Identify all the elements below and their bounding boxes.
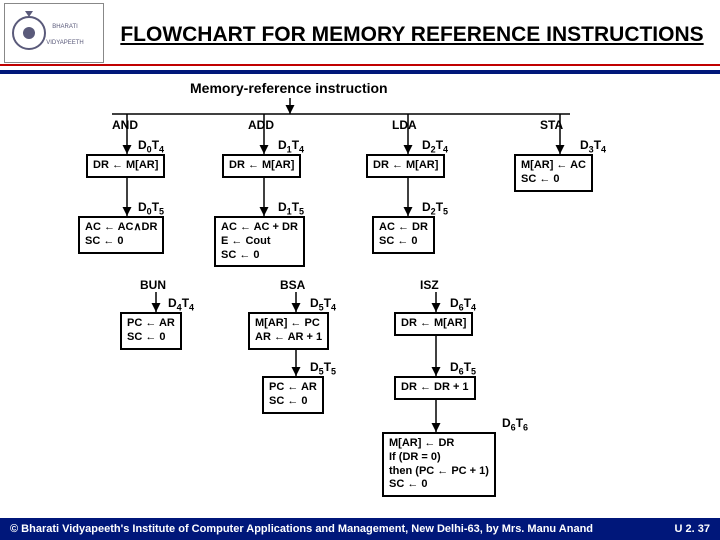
- box-bsa-1: M[AR] ← PCAR ← AR + 1: [248, 312, 329, 350]
- svg-text:BHARATI: BHARATI: [52, 24, 78, 30]
- box-isz-3: M[AR] ← DRIf (DR = 0)then (PC ← PC + 1)S…: [382, 432, 496, 497]
- label-and: AND: [112, 118, 138, 132]
- page-title: FLOWCHART FOR MEMORY REFERENCE INSTRUCTI…: [104, 17, 720, 48]
- sig-d5t5: D5T5: [310, 360, 336, 376]
- sig-d1t4: D1T4: [278, 138, 304, 154]
- box-bun: PC ← ARSC ← 0: [120, 312, 182, 350]
- label-bsa: BSA: [280, 278, 305, 292]
- box-isz-1: DR ← M[AR]: [394, 312, 473, 336]
- box-bsa-2: PC ← ARSC ← 0: [262, 376, 324, 414]
- red-divider: [0, 64, 720, 66]
- sig-d0t5: D0T5: [138, 200, 164, 216]
- sig-d2t5: D2T5: [422, 200, 448, 216]
- footer-right: U 2. 37: [675, 523, 710, 535]
- sig-d6t6: D6T6: [502, 416, 528, 432]
- box-and-2: AC ← AC∧DRSC ← 0: [78, 216, 164, 254]
- label-lda: LDA: [392, 118, 417, 132]
- sig-d0t4: D0T4: [138, 138, 164, 154]
- sig-d1t5: D1T5: [278, 200, 304, 216]
- label-bun: BUN: [140, 278, 166, 292]
- label-sta: STA: [540, 118, 563, 132]
- label-isz: ISZ: [420, 278, 439, 292]
- sig-d5t4: D5T4: [310, 296, 336, 312]
- sig-d6t4: D6T4: [450, 296, 476, 312]
- header: BHARATI VIDYAPEETH FLOWCHART FOR MEMORY R…: [0, 0, 720, 74]
- footer: © Bharati Vidyapeeth's Institute of Comp…: [0, 518, 720, 540]
- svg-text:VIDYAPEETH: VIDYAPEETH: [46, 40, 84, 46]
- sig-d3t4: D3T4: [580, 138, 606, 154]
- box-add-2: AC ← AC + DRE ← CoutSC ← 0: [214, 216, 305, 267]
- box-and-1: DR ← M[AR]: [86, 154, 165, 178]
- logo: BHARATI VIDYAPEETH: [4, 3, 104, 63]
- sig-d6t5: D6T5: [450, 360, 476, 376]
- box-lda-2: AC ← DRSC ← 0: [372, 216, 435, 254]
- sig-d4t4: D4T4: [168, 296, 194, 312]
- box-lda-1: DR ← M[AR]: [366, 154, 445, 178]
- footer-left: © Bharati Vidyapeeth's Institute of Comp…: [10, 523, 593, 535]
- box-sta: M[AR] ← ACSC ← 0: [514, 154, 593, 192]
- flowchart: AND ADD LDA STA D0T4 D1T4 D2T4 D3T4 DR ←…: [0, 98, 720, 508]
- label-add: ADD: [248, 118, 274, 132]
- subtitle: Memory-reference instruction: [190, 80, 720, 96]
- box-isz-2: DR ← DR + 1: [394, 376, 476, 400]
- sig-d2t4: D2T4: [422, 138, 448, 154]
- box-add-1: DR ← M[AR]: [222, 154, 301, 178]
